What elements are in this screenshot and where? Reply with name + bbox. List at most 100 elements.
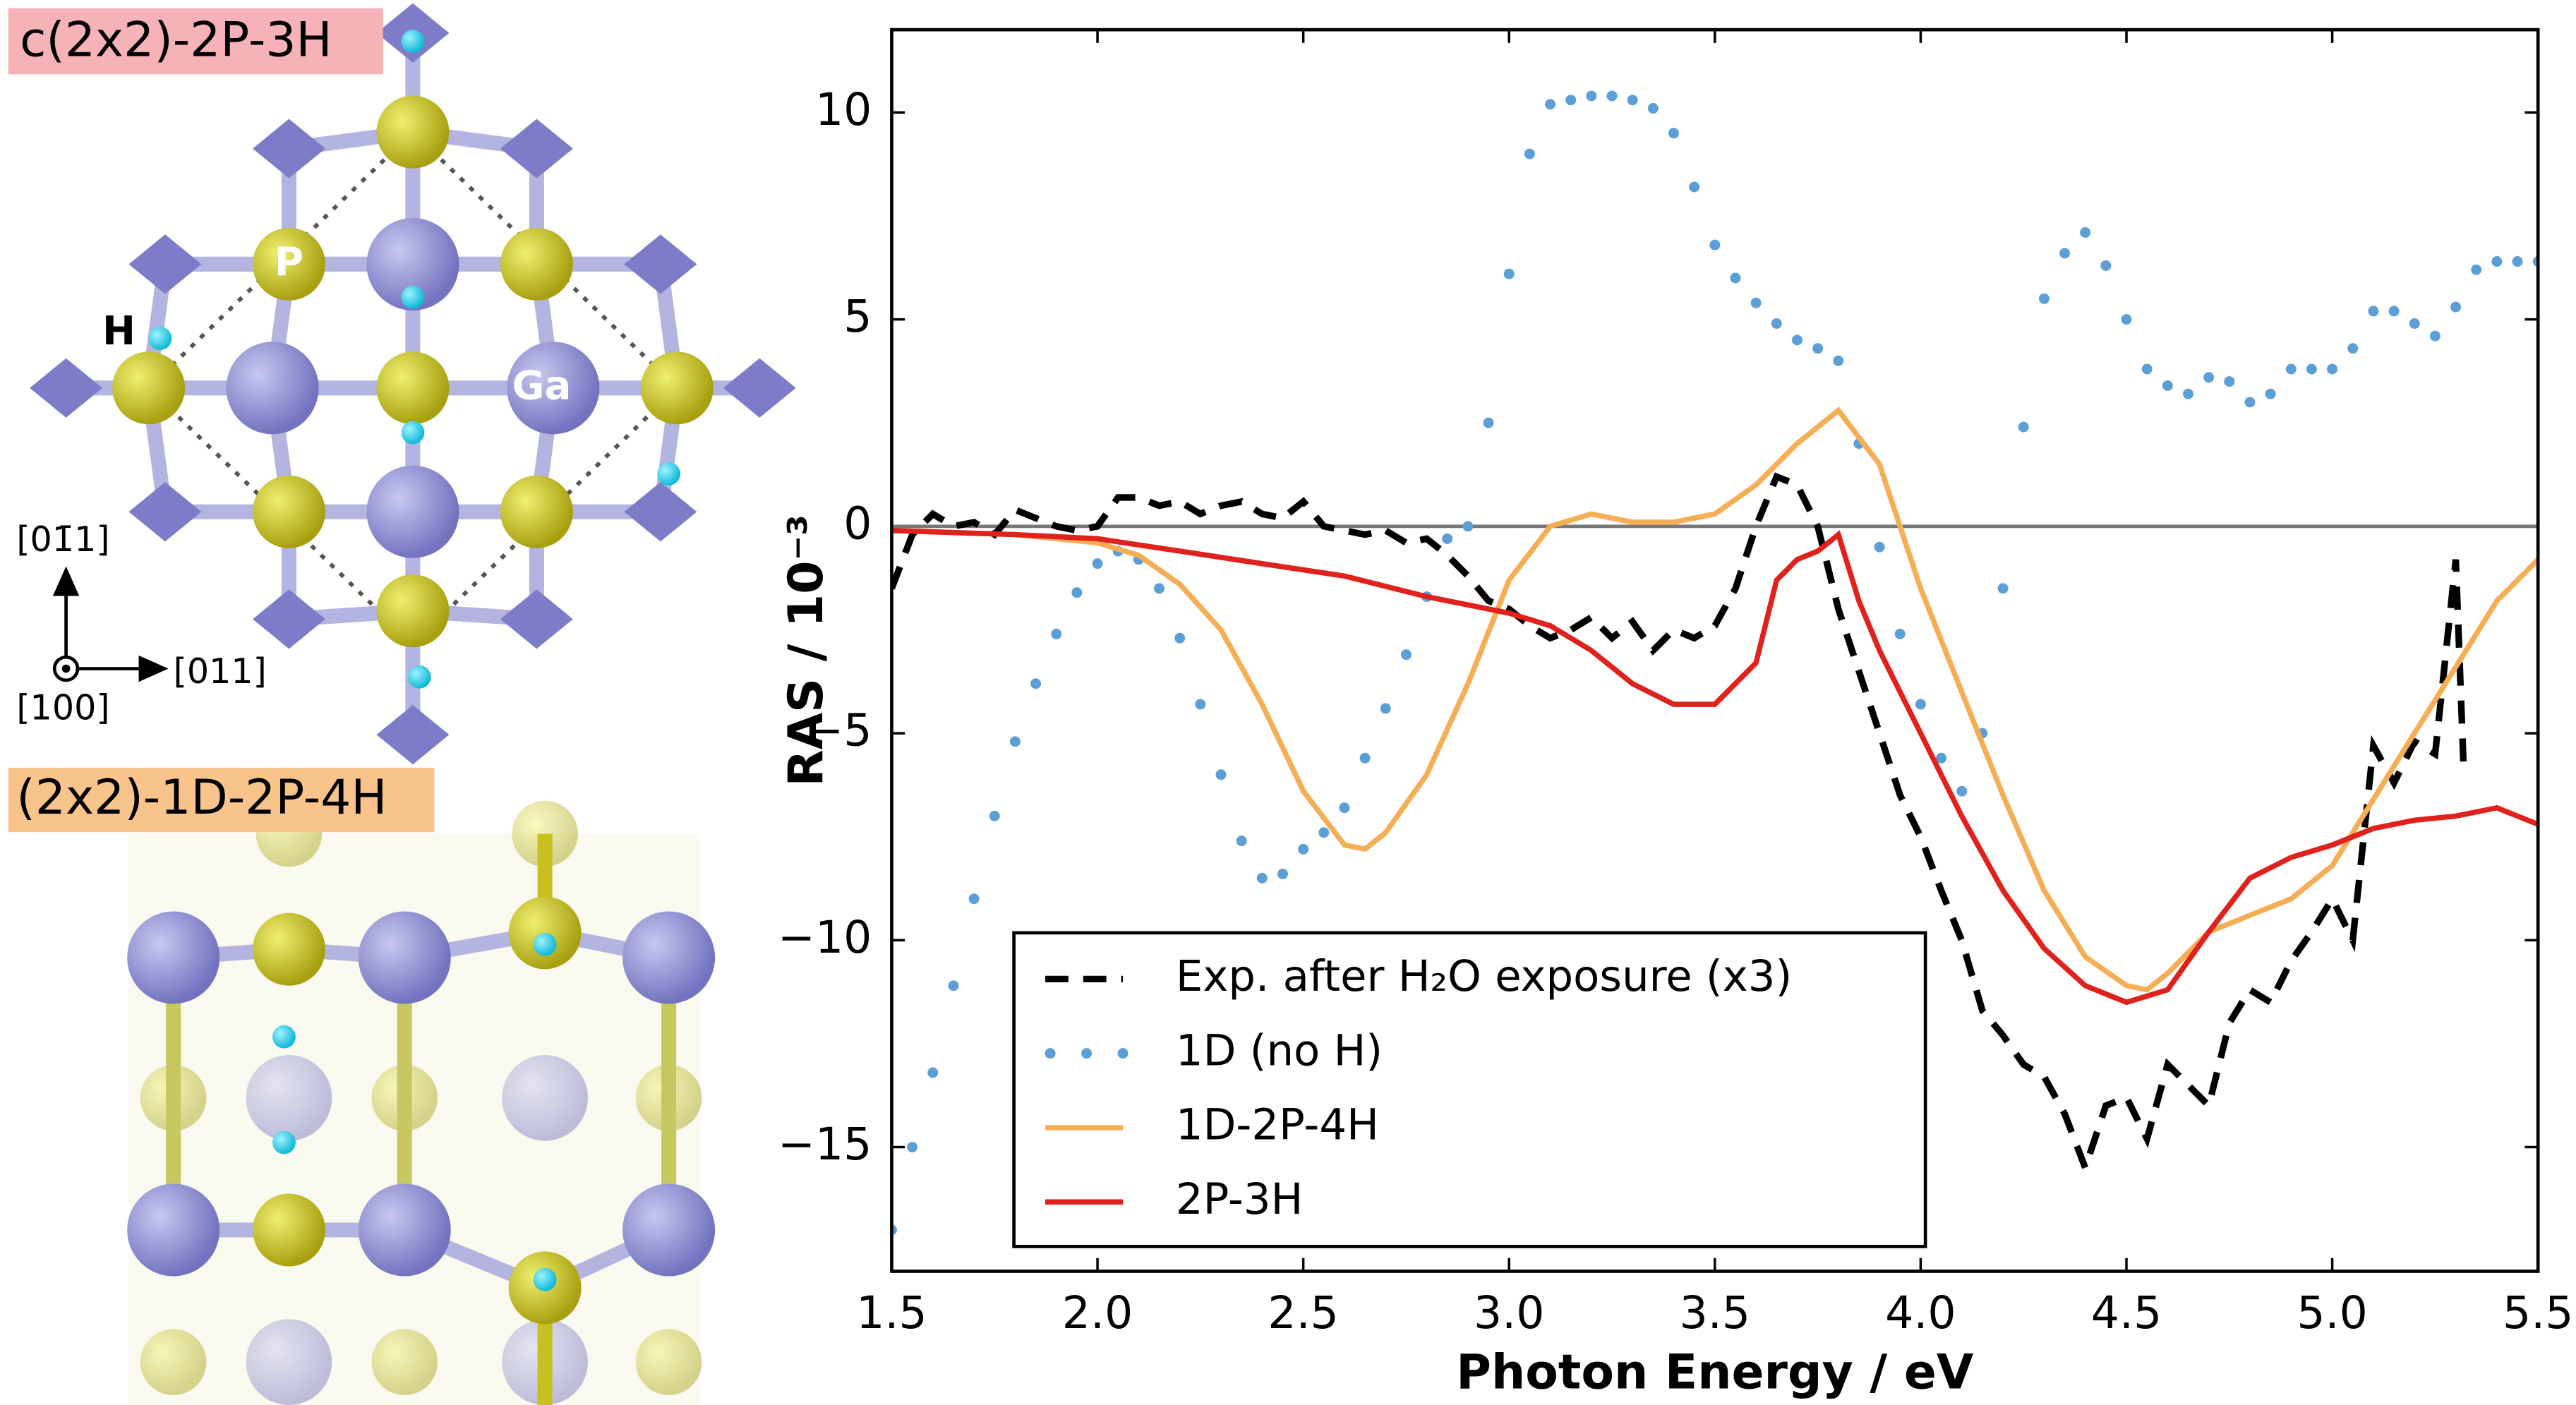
data-point <box>2285 363 2297 375</box>
atom <box>622 1183 716 1277</box>
plot-frame <box>890 28 2540 1273</box>
atom <box>252 475 325 548</box>
data-point <box>1730 272 1741 284</box>
legend-box <box>1012 931 1927 1248</box>
data-point <box>2368 306 2379 317</box>
data-point <box>1833 355 1844 366</box>
data-point <box>2450 301 2462 313</box>
y-axis-title: RAS / 10⁻³ <box>778 514 834 787</box>
atom <box>366 217 459 310</box>
atom <box>622 911 716 1004</box>
structure-bottom <box>127 800 716 1405</box>
legend-label: 2P-3H <box>1176 1175 1303 1224</box>
data-point <box>2038 293 2050 304</box>
atom <box>635 1329 702 1395</box>
data-line <box>891 472 2467 1178</box>
atom <box>401 421 425 445</box>
data-point <box>1791 334 1802 346</box>
data-point <box>1647 103 1659 114</box>
data-point <box>1236 836 1247 847</box>
structure-top <box>30 3 796 765</box>
data-point <box>1359 752 1371 764</box>
atom <box>376 574 450 648</box>
direction-label: [01̄1] <box>16 519 109 560</box>
atom <box>376 705 450 765</box>
data-point <box>2121 314 2132 325</box>
x-axis-title: Photon Energy / eV <box>1456 1344 1974 1400</box>
data-point <box>1812 343 1824 354</box>
atom <box>500 475 573 548</box>
atom <box>500 119 573 179</box>
data-point <box>1503 268 1515 279</box>
atom <box>226 342 319 435</box>
direction-dot <box>61 664 71 673</box>
atom <box>366 465 459 558</box>
label-box <box>8 8 383 75</box>
data-line <box>891 527 2539 1006</box>
atom <box>246 1055 332 1141</box>
data-point <box>1195 699 1206 710</box>
data-point <box>1709 239 1721 251</box>
panel-label: (2x2)-1D-2P-4H <box>16 770 387 826</box>
atom <box>723 358 796 418</box>
data-point <box>2512 256 2523 267</box>
data-point <box>1565 95 1577 106</box>
x-tick-label: 3.0 <box>1474 1286 1544 1339</box>
y-tick-label: −5 <box>806 704 872 756</box>
data-point <box>2388 306 2400 317</box>
x-tick-label: 5.5 <box>2503 1286 2573 1339</box>
data-point <box>989 810 1000 821</box>
data-point <box>1051 628 1062 639</box>
atom <box>401 30 425 53</box>
data-point <box>1400 649 1412 661</box>
data-point <box>1956 785 1968 797</box>
data-point <box>2429 330 2440 342</box>
atom <box>371 1329 438 1395</box>
legend-swatch <box>1081 1048 1093 1059</box>
y-tick-label: 5 <box>843 290 872 342</box>
atom <box>128 234 202 294</box>
data-point <box>1277 869 1288 879</box>
atom <box>112 351 186 425</box>
data-point <box>1339 802 1350 814</box>
data-point <box>1668 128 1679 139</box>
data-point <box>1009 736 1021 747</box>
data-point <box>2327 363 2338 375</box>
atom <box>624 482 697 542</box>
data-point <box>2100 260 2112 271</box>
atom <box>500 227 573 301</box>
atom <box>507 342 600 435</box>
data-point <box>2059 248 2071 259</box>
legend-label: 1D (no H) <box>1176 1026 1383 1075</box>
atom <box>533 932 557 956</box>
data-point <box>1874 541 1885 553</box>
data-point <box>2182 388 2193 399</box>
data-point <box>1215 769 1227 780</box>
data-point <box>1298 843 1309 855</box>
data-point <box>1256 872 1268 884</box>
atom-label: P <box>275 239 303 285</box>
data-point <box>1524 148 1535 159</box>
data-point <box>1071 587 1083 598</box>
atom <box>272 1130 296 1154</box>
data-point <box>1894 628 1906 639</box>
atom <box>624 234 697 294</box>
atom <box>140 1329 207 1395</box>
data-point <box>2491 256 2503 267</box>
data-point <box>1318 827 1330 838</box>
atom <box>272 1025 296 1049</box>
legend-swatch <box>1045 1048 1056 1059</box>
atom <box>657 462 680 486</box>
atom <box>358 1183 451 1277</box>
data-point <box>1586 90 1597 102</box>
plot: 1.5 2.0 2.5 3.0 3.5 4.0 4.5 5.0 5.5 −15 −10 −5 0 5 10 P… <box>778 28 2573 1400</box>
data-point <box>1154 583 1165 594</box>
data-point <box>1936 752 1947 764</box>
data-point <box>1380 703 1391 714</box>
data-point <box>1174 632 1186 644</box>
data-point <box>1997 583 2009 594</box>
atom <box>252 1193 325 1267</box>
atom <box>252 912 325 986</box>
x-tick-label: 5.0 <box>2297 1286 2367 1339</box>
